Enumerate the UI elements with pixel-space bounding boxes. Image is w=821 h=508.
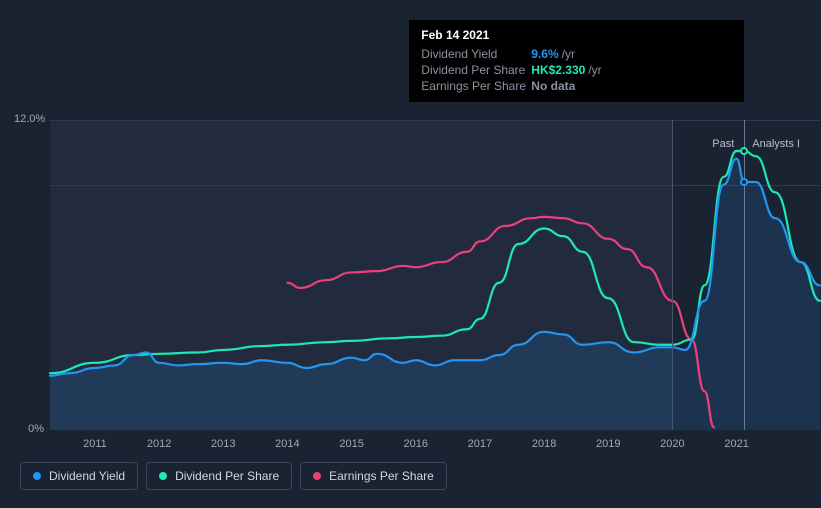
tooltip-metric-label: Dividend Per Share (421, 63, 531, 77)
legend-color-dot (159, 472, 167, 480)
x-tick-label: 2013 (211, 438, 235, 450)
x-tick-label: 2017 (468, 438, 492, 450)
x-tick-label: 2014 (275, 438, 299, 450)
legend-color-dot (313, 472, 321, 480)
analysts-label: Analysts I (752, 138, 800, 150)
dividend-chart: Past Analysts I 0%12.0% 2011201220132014… (20, 10, 820, 460)
tooltip-metric-label: Earnings Per Share (421, 79, 531, 93)
hover-indicator-line (744, 120, 745, 430)
chart-legend: Dividend Yield Dividend Per Share Earnings… (20, 462, 447, 490)
tooltip-row: Earnings Per ShareNo data (421, 78, 732, 94)
tooltip-metric-value: 9.6% (531, 47, 558, 61)
tooltip-row: Dividend Yield9.6% /yr (421, 46, 732, 62)
y-tick-label: 0% (14, 423, 44, 435)
legend-item[interactable]: Dividend Yield (20, 462, 138, 490)
legend-color-dot (33, 472, 41, 480)
hover-marker-dy (740, 178, 748, 186)
tooltip-row: Dividend Per ShareHK$2.330/yr (421, 62, 732, 78)
legend-label: Earnings Per Share (329, 469, 434, 483)
x-tick-label: 2015 (339, 438, 363, 450)
tooltip-metric-label: Dividend Yield (421, 47, 531, 61)
x-tick-label: 2018 (532, 438, 556, 450)
legend-label: Dividend Yield (49, 469, 125, 483)
legend-label: Dividend Per Share (175, 469, 279, 483)
x-tick-label: 2020 (660, 438, 684, 450)
past-future-divider (672, 120, 673, 430)
legend-item[interactable]: Dividend Per Share (146, 462, 292, 490)
legend-item[interactable]: Earnings Per Share (300, 462, 447, 490)
tooltip-metric-value: HK$2.330 (531, 63, 585, 77)
x-tick-label: 2021 (724, 438, 748, 450)
chart-lines (50, 120, 820, 430)
tooltip-metric-suffix: /yr (562, 47, 575, 61)
tooltip-metric-suffix: /yr (588, 63, 601, 77)
hover-tooltip: Feb 14 2021 Dividend Yield9.6%/yrDividen… (409, 20, 744, 102)
y-tick-label: 12.0% (14, 113, 44, 125)
x-tick-label: 2011 (83, 438, 107, 450)
past-label: Past (712, 138, 734, 150)
x-tick-label: 2019 (596, 438, 620, 450)
tooltip-date: Feb 14 2021 (421, 28, 732, 42)
tooltip-metric-value: No data (531, 79, 575, 93)
x-tick-label: 2016 (404, 438, 428, 450)
hover-marker-dps (740, 147, 748, 155)
x-tick-label: 2012 (147, 438, 171, 450)
plot-area[interactable]: Past Analysts I (50, 120, 820, 430)
